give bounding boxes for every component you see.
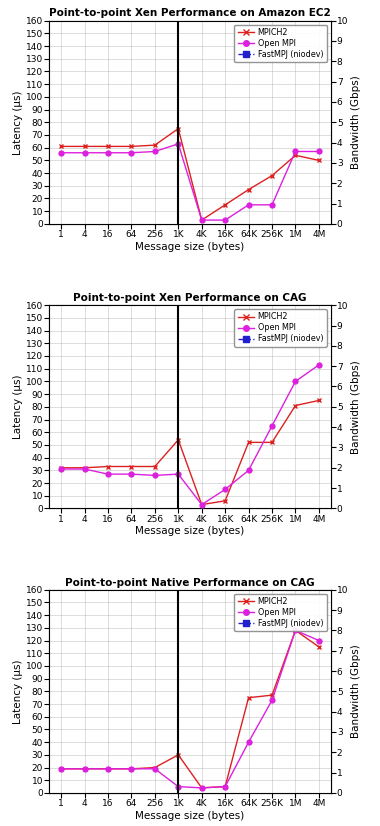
X-axis label: Message size (bytes): Message size (bytes) <box>135 242 245 252</box>
Legend: MPICH2, Open MPI, FastMPJ (niodev): MPICH2, Open MPI, FastMPJ (niodev) <box>234 594 326 631</box>
Legend: MPICH2, Open MPI, FastMPJ (niodev): MPICH2, Open MPI, FastMPJ (niodev) <box>234 309 326 347</box>
Y-axis label: Bandwidth (Gbps): Bandwidth (Gbps) <box>351 360 361 453</box>
Y-axis label: Latency (μs): Latency (μs) <box>13 374 23 439</box>
Y-axis label: Bandwidth (Gbps): Bandwidth (Gbps) <box>351 75 361 169</box>
Title: Point-to-point Xen Performance on Amazon EC2: Point-to-point Xen Performance on Amazon… <box>49 8 331 18</box>
Y-axis label: Bandwidth (Gbps): Bandwidth (Gbps) <box>351 644 361 738</box>
Legend: MPICH2, Open MPI, FastMPJ (niodev): MPICH2, Open MPI, FastMPJ (niodev) <box>234 25 326 62</box>
Y-axis label: Latency (μs): Latency (μs) <box>13 90 23 154</box>
Title: Point-to-point Xen Performance on CAG: Point-to-point Xen Performance on CAG <box>73 293 307 303</box>
X-axis label: Message size (bytes): Message size (bytes) <box>135 526 245 536</box>
Y-axis label: Latency (μs): Latency (μs) <box>13 659 23 724</box>
X-axis label: Message size (bytes): Message size (bytes) <box>135 811 245 821</box>
Title: Point-to-point Native Performance on CAG: Point-to-point Native Performance on CAG <box>65 577 315 587</box>
